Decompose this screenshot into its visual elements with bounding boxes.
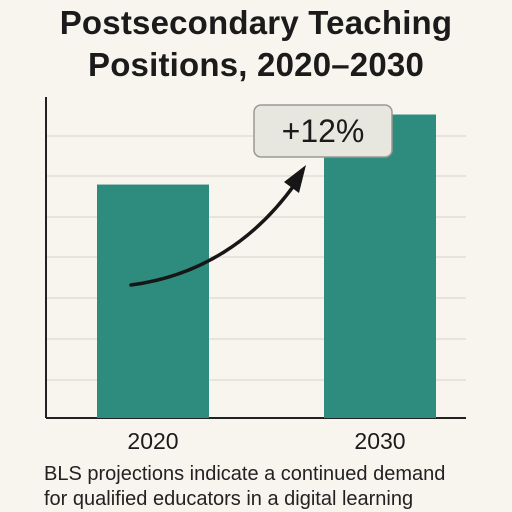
chart-title-line-1: Postsecondary Teaching xyxy=(59,4,453,41)
chart-caption: BLS projections indicate a continued dem… xyxy=(44,462,504,512)
bar-2030 xyxy=(324,114,436,418)
chart-title-line-2: Positions, 2020–2030 xyxy=(87,46,425,83)
caption-line-1: BLS projections indicate a continued dem… xyxy=(44,463,446,485)
x-tick-label-2020: 2020 xyxy=(127,428,178,454)
growth-arrow-head xyxy=(284,165,306,193)
growth-arrow-line xyxy=(129,182,297,287)
caption-line-2: for qualified educators in a digital lea… xyxy=(44,488,414,510)
chart-title: Postsecondary Teaching Positions, 2020–2… xyxy=(0,2,512,86)
annotation-badge xyxy=(253,104,393,158)
x-tick-label-2030: 2030 xyxy=(354,428,405,454)
bar-2020 xyxy=(97,184,209,418)
annotation-label: +12% xyxy=(282,113,365,149)
